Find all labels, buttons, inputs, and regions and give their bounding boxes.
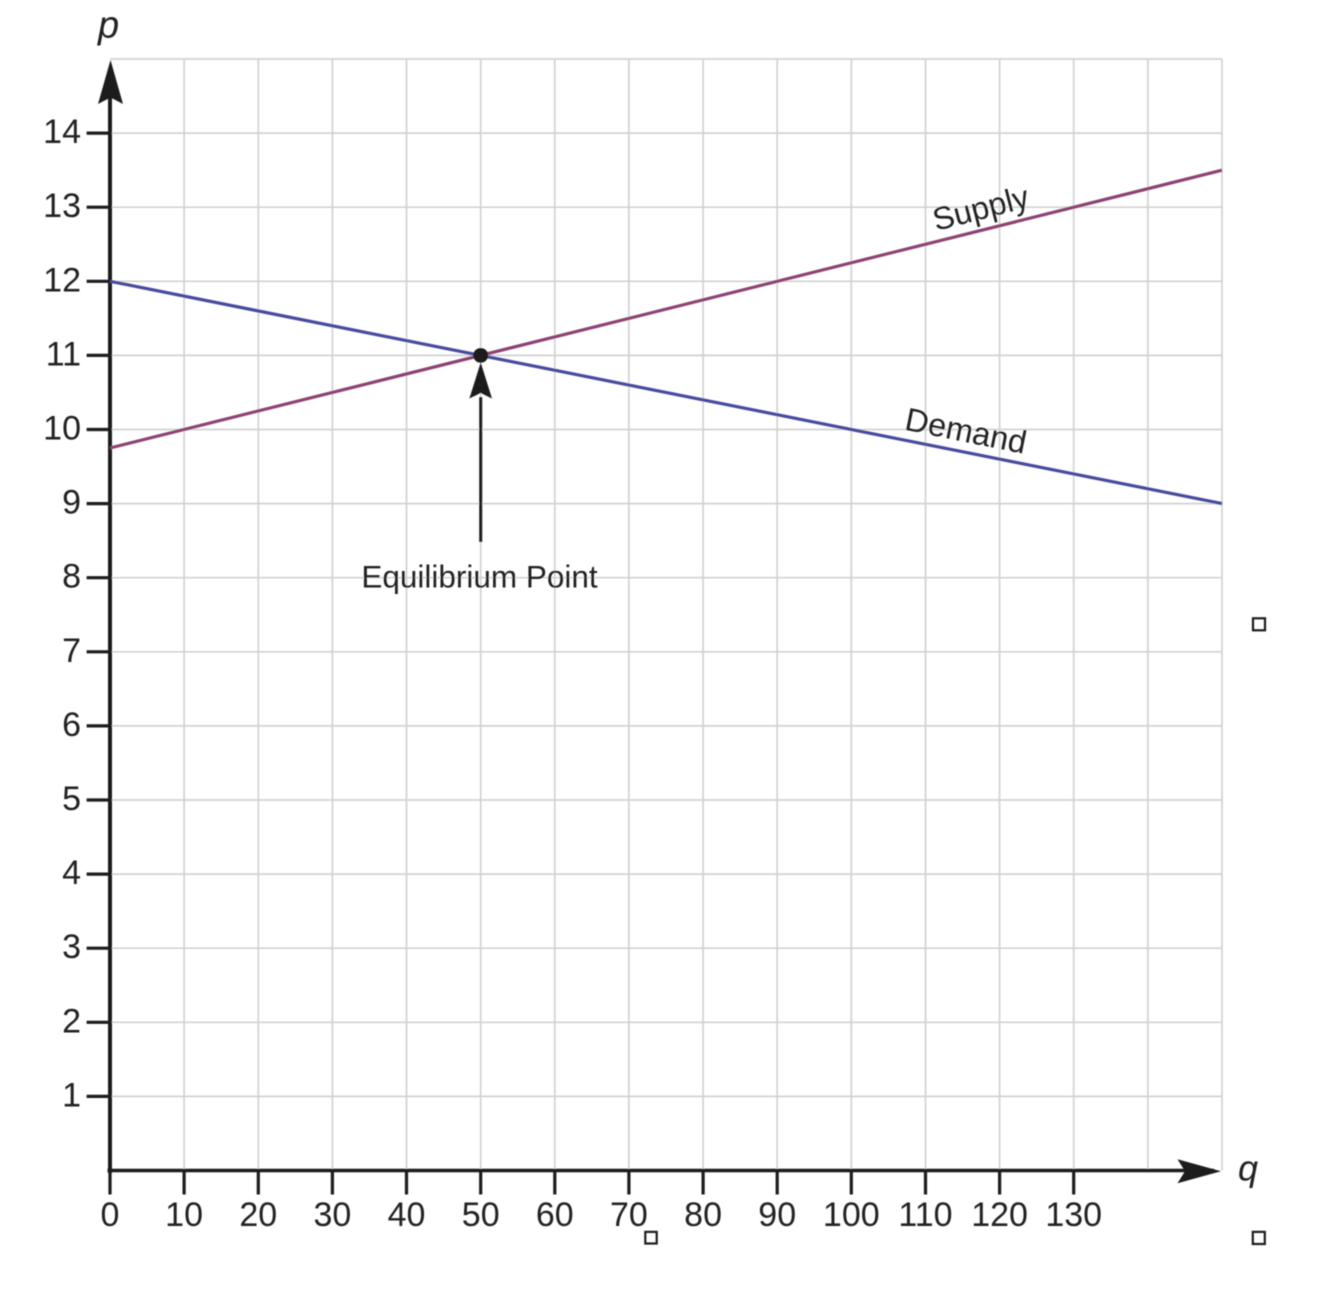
svg-text:4: 4 xyxy=(62,854,81,892)
svg-text:7: 7 xyxy=(62,632,81,670)
svg-text:1: 1 xyxy=(62,1076,81,1114)
svg-text:10: 10 xyxy=(43,410,81,448)
svg-text:130: 130 xyxy=(1045,1196,1102,1234)
svg-text:6: 6 xyxy=(62,706,81,744)
svg-text:5: 5 xyxy=(62,780,81,818)
svg-text:100: 100 xyxy=(823,1196,880,1234)
svg-text:8: 8 xyxy=(62,558,81,596)
svg-text:2: 2 xyxy=(62,1002,81,1040)
svg-text:40: 40 xyxy=(388,1196,426,1234)
svg-text:70: 70 xyxy=(610,1196,648,1234)
svg-text:60: 60 xyxy=(536,1196,574,1234)
svg-text:20: 20 xyxy=(239,1196,277,1234)
svg-text:30: 30 xyxy=(313,1196,351,1234)
svg-text:p: p xyxy=(97,5,119,47)
svg-text:80: 80 xyxy=(684,1196,722,1234)
svg-text:0: 0 xyxy=(101,1196,120,1234)
svg-text:q: q xyxy=(1238,1148,1258,1189)
svg-text:13: 13 xyxy=(43,187,81,225)
svg-text:50: 50 xyxy=(462,1196,500,1234)
svg-text:Equilibrium Point: Equilibrium Point xyxy=(361,559,598,595)
svg-text:120: 120 xyxy=(971,1196,1028,1234)
svg-text:11: 11 xyxy=(46,335,81,373)
svg-text:12: 12 xyxy=(43,261,81,299)
svg-text:90: 90 xyxy=(758,1196,796,1234)
svg-text:3: 3 xyxy=(62,928,81,966)
svg-text:10: 10 xyxy=(165,1196,203,1234)
svg-text:14: 14 xyxy=(43,113,81,151)
svg-text:9: 9 xyxy=(62,484,81,522)
svg-text:110: 110 xyxy=(898,1196,952,1234)
